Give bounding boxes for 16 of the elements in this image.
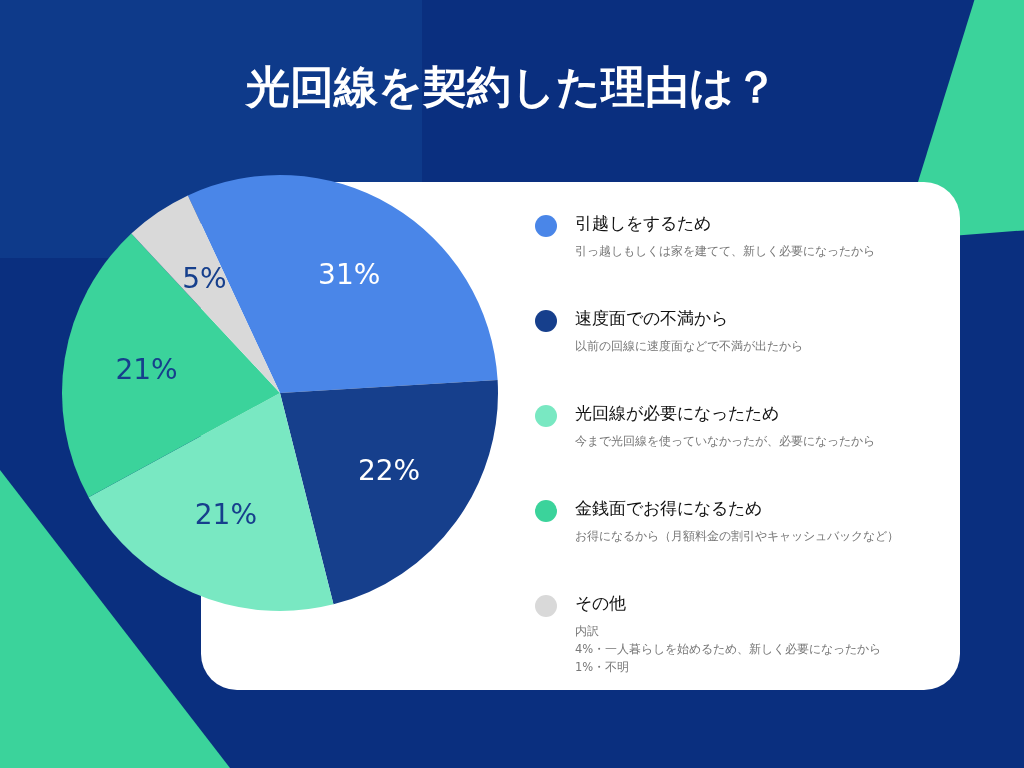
text: 今まで光回線を使っていなかったが、必要になったから: [575, 433, 875, 450]
text: お得になるから（月額料金の割引やキャッシュバックなど）: [575, 528, 899, 545]
text: 内訳 4%・一人暮らしを始めるため、新しく必要になったから 1%・不明: [575, 623, 882, 676]
legend-label: その他: [575, 592, 626, 615]
legend-label: 金銭面でお得になるため: [575, 497, 762, 520]
data-label: 21%: [115, 352, 178, 386]
data-label: 31%: [318, 258, 381, 292]
text: 以前の回線に速度面などで不満が出たから: [575, 338, 803, 355]
data-label: 5%: [182, 262, 227, 296]
chart-title: 光回線を契約した理由は？: [244, 60, 779, 114]
text: 引っ越しもしくは家を建てて、新しく必要になったから: [575, 243, 875, 260]
legend-label: 光回線が必要になったため: [575, 402, 779, 425]
data-label: 22%: [357, 454, 421, 488]
legend-label: 引越しをするため: [575, 212, 711, 235]
legend-label: 速度面での不満から: [575, 307, 728, 330]
data-label: 21%: [194, 498, 258, 532]
